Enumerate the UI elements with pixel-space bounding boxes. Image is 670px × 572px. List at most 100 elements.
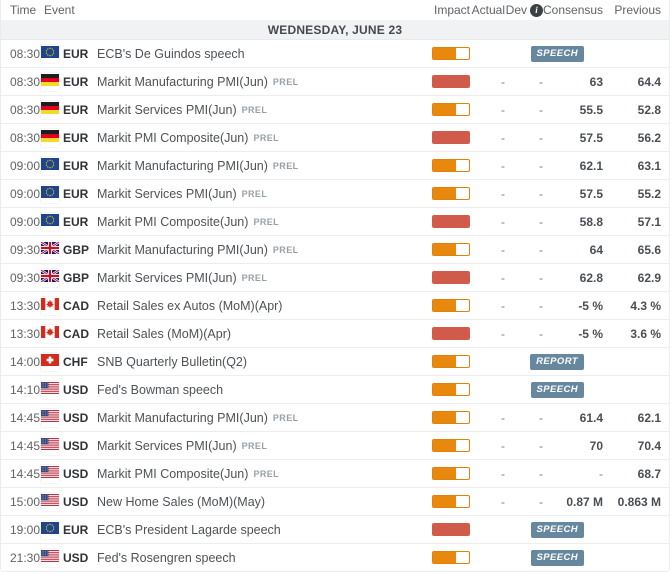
consensus-value: - xyxy=(599,466,603,481)
impact-medium-bar xyxy=(432,551,470,564)
event-row[interactable]: 14:00 CHF SNB Quarterly Bulletin(Q2) REPOR… xyxy=(1,348,669,376)
deviation-value: - xyxy=(539,270,543,285)
event-name: Markit PMI Composite(Jun) PREL xyxy=(97,214,280,229)
event-time: 08:30 xyxy=(10,74,41,89)
impact-medium-bar xyxy=(432,467,470,480)
event-row[interactable]: 14:45 USD Markit Services PMI(Jun) PREL - - 70… xyxy=(1,432,669,460)
impact-cell xyxy=(419,243,471,256)
impact-cell xyxy=(419,131,471,144)
event-row[interactable]: 09:00 EUR Markit Services PMI(Jun) PREL - - 57… xyxy=(1,180,669,208)
impact-high-bar xyxy=(432,215,470,228)
impact-medium-bar xyxy=(432,299,470,312)
flag-icon-de xyxy=(41,73,63,91)
column-header-dev: Dev i xyxy=(505,3,543,17)
event-row[interactable]: 08:30 EUR Markit Services PMI(Jun) PREL - - 55… xyxy=(1,96,669,124)
event-row[interactable]: 09:30 GBP Markit Services PMI(Jun) PREL - - 6… xyxy=(1,264,669,292)
event-time: 14:00 xyxy=(10,354,41,369)
consensus-value: -5 % xyxy=(578,326,603,341)
event-row[interactable]: 08:30 EUR Markit PMI Composite(Jun) PREL - - 5… xyxy=(1,124,669,152)
impact-cell xyxy=(419,439,471,452)
impact-cell xyxy=(419,75,471,88)
consensus-value: 62.1 xyxy=(579,158,603,173)
column-header-row: Time Event Impact Actual Dev i Consensus… xyxy=(1,0,669,20)
deviation-value: - xyxy=(539,410,543,425)
event-row[interactable]: 14:45 USD Markit Manufacturing PMI(Jun) PRE… xyxy=(1,404,669,432)
event-currency: USD xyxy=(63,494,89,509)
actual-value: - xyxy=(501,74,505,89)
event-time: 19:00 xyxy=(10,522,41,537)
actual-value: - xyxy=(501,102,505,117)
previous-value: 3.6 % xyxy=(630,326,661,341)
event-name: Markit Manufacturing PMI(Jun) PREL xyxy=(97,74,299,89)
event-row[interactable]: 14:45 USD Markit PMI Composite(Jun) PREL - - -… xyxy=(1,460,669,488)
dev-info-icon[interactable]: i xyxy=(530,3,543,17)
impact-medium-bar xyxy=(432,355,470,368)
flag-icon-gb xyxy=(40,268,63,287)
event-currency: CAD xyxy=(63,326,89,341)
event-row[interactable]: 15:00 USD New Home Sales (MoM)(May) - - 0.87 … xyxy=(1,488,669,516)
event-currency: USD xyxy=(63,466,89,481)
event-time: 08:30 xyxy=(10,102,41,117)
event-time: 15:00 xyxy=(10,494,41,509)
badge-cell: REPORT xyxy=(471,353,603,370)
flag-icon-eu xyxy=(41,213,63,231)
impact-cell xyxy=(419,299,471,312)
flag-icon-us xyxy=(41,381,63,399)
previous-value: 0.863 M xyxy=(617,494,661,509)
event-row[interactable]: 08:30 EUR ECB's De Guindos speech SPEECH xyxy=(1,40,669,68)
previous-value: 52.8 xyxy=(637,102,661,117)
event-time: 09:30 xyxy=(10,242,41,257)
event-row[interactable]: 13:30 CAD Retail Sales (MoM)(Apr) - - -5 % 3.… xyxy=(1,320,669,348)
actual-value: - xyxy=(501,242,505,257)
previous-value: 57.1 xyxy=(637,214,661,229)
impact-cell xyxy=(419,383,471,396)
event-row[interactable]: 13:30 CAD Retail Sales ex Autos (MoM)(Apr… xyxy=(1,292,669,320)
event-name: Retail Sales (MoM)(Apr) xyxy=(97,326,232,341)
flag-icon-eu xyxy=(41,45,63,63)
event-time: 14:45 xyxy=(10,410,41,425)
event-row[interactable]: 09:00 EUR Markit Manufacturing PMI(Jun) PRE… xyxy=(1,152,669,180)
consensus-value: 62.8 xyxy=(579,270,603,285)
deviation-value: - xyxy=(539,298,543,313)
previous-value: 63.1 xyxy=(637,158,661,173)
event-row[interactable]: 21:30 USD Fed's Rosengren speech SPEECH xyxy=(1,544,669,572)
previous-value: 56.2 xyxy=(637,130,661,145)
event-name: ECB's President Lagarde speech xyxy=(97,522,281,537)
event-row[interactable]: 14:10 USD Fed's Bowman speech SPEECH xyxy=(1,376,669,404)
previous-value: 68.7 xyxy=(637,466,661,481)
event-currency: EUR xyxy=(63,186,89,201)
event-name: Markit Services PMI(Jun) PREL xyxy=(97,102,268,117)
column-header-previous: Previous xyxy=(614,3,661,17)
event-currency: USD xyxy=(63,550,89,565)
impact-cell xyxy=(419,187,471,200)
event-currency: EUR xyxy=(63,158,89,173)
flag-icon-de xyxy=(41,101,63,119)
deviation-value: - xyxy=(539,102,543,117)
event-row[interactable]: 19:00 EUR ECB's President Lagarde speech SP… xyxy=(1,516,669,544)
impact-cell xyxy=(419,159,471,172)
flag-icon-ca xyxy=(41,297,63,315)
consensus-value: 58.8 xyxy=(579,214,603,229)
previous-value: 4.3 % xyxy=(630,298,661,313)
event-rows: 08:30 EUR ECB's De Guindos speech SPEECH 08:… xyxy=(1,40,669,572)
deviation-value: - xyxy=(539,130,543,145)
event-currency: CAD xyxy=(63,298,89,313)
event-currency: EUR xyxy=(63,522,89,537)
event-name: Markit Manufacturing PMI(Jun) PREL xyxy=(97,158,299,173)
event-row[interactable]: 09:00 EUR Markit PMI Composite(Jun) PREL - - 5… xyxy=(1,208,669,236)
event-row[interactable]: 09:30 GBP Markit Manufacturing PMI(Jun) PR… xyxy=(1,236,669,264)
impact-medium-bar xyxy=(432,495,470,508)
impact-cell xyxy=(419,551,471,564)
actual-value: - xyxy=(501,438,505,453)
event-row[interactable]: 08:30 EUR Markit Manufacturing PMI(Jun) PRE… xyxy=(1,68,669,96)
impact-cell xyxy=(419,103,471,116)
date-banner: WEDNESDAY, JUNE 23 xyxy=(1,20,669,40)
event-currency: EUR xyxy=(63,130,89,145)
consensus-value: 61.4 xyxy=(579,410,603,425)
flag-icon-eu xyxy=(41,521,63,539)
deviation-value: - xyxy=(539,186,543,201)
event-time: 14:45 xyxy=(10,438,41,453)
consensus-value: -5 % xyxy=(578,298,603,313)
actual-value: - xyxy=(501,326,505,341)
previous-value: 62.1 xyxy=(637,410,661,425)
